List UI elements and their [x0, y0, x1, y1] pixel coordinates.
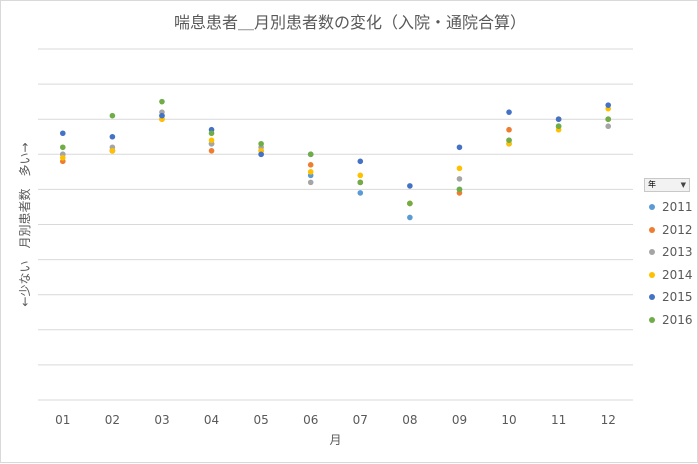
data-point-2016-02 [109, 112, 116, 119]
legend-item-2016: 2016 [644, 309, 696, 332]
data-point-2016-03 [159, 98, 165, 105]
legend-marker [649, 316, 655, 323]
data-point-2015-05 [258, 151, 264, 158]
x-tick-label: 11 [551, 413, 566, 427]
data-point-2016-08 [407, 200, 413, 207]
legend-marker [649, 294, 655, 301]
x-tick-label: 03 [154, 413, 169, 427]
data-point-2013-09 [456, 176, 463, 182]
chart-title: 喘息患者＿月別患者数の変化（入院・通院合算） [173, 13, 526, 32]
legend-item-2015: 2015 [644, 286, 696, 309]
legend-label: 2014 [662, 267, 693, 282]
legend-label: 2015 [662, 290, 693, 305]
data-point-2011-08 [407, 214, 413, 221]
data-point-2015-10 [506, 109, 512, 115]
data-point-2016-07 [357, 179, 364, 186]
x-tick-label: 06 [303, 413, 318, 427]
legend-marker [649, 249, 655, 256]
data-point-2016-12 [605, 116, 612, 122]
legend-item-2011: 2011 [644, 196, 696, 219]
data-points [59, 98, 612, 221]
data-point-2012-10 [506, 126, 512, 133]
data-point-2016-01 [59, 144, 66, 151]
x-tick-label: 12 [601, 413, 616, 427]
data-point-2012-04 [208, 147, 215, 154]
data-point-2016-11 [555, 123, 562, 130]
data-point-2015-12 [605, 102, 612, 108]
legend-item-2014: 2014 [644, 264, 696, 287]
x-axis-ticks: 01 02 03 04 05 06 07 08 09 10 11 12 [55, 413, 616, 427]
legend-label: 2016 [662, 312, 693, 327]
legend-marker [649, 226, 655, 233]
x-tick-label: 09 [452, 413, 467, 427]
data-point-2012-06 [307, 162, 314, 168]
legend-filter-label: 年 [648, 180, 656, 189]
legend-items: 2011 2012 2013 2014 2015 2016 [644, 196, 696, 331]
legend-label: 2011 [662, 200, 693, 215]
x-tick-label: 10 [501, 413, 516, 427]
data-point-2016-10 [506, 137, 512, 144]
y-axis-title: ←少ない 月別患者数 多い→ [17, 142, 32, 306]
legend-marker [649, 204, 655, 211]
x-tick-label: 07 [353, 413, 368, 427]
data-point-2015-08 [407, 183, 413, 189]
data-point-2013-12 [605, 123, 612, 130]
legend-marker [649, 271, 655, 278]
data-point-2015-02 [109, 133, 116, 140]
data-point-2016-09 [456, 186, 463, 193]
data-point-2015-01 [59, 130, 66, 137]
x-tick-label: 08 [402, 413, 417, 427]
gridlines [38, 48, 633, 401]
data-point-2015-07 [357, 158, 364, 165]
data-point-2015-11 [555, 116, 562, 122]
data-point-2014-09 [456, 165, 463, 172]
data-point-2011-07 [357, 190, 364, 196]
data-point-2016-05 [258, 140, 264, 147]
chevron-down-icon: ▼ [680, 181, 686, 189]
legend-item-2013: 2013 [644, 241, 696, 264]
data-point-2014-01 [59, 155, 66, 161]
data-point-2013-06 [307, 179, 314, 186]
x-tick-label: 01 [55, 413, 70, 427]
x-tick-label: 04 [204, 413, 219, 427]
data-point-2016-04 [208, 130, 215, 137]
legend-label: 2013 [662, 245, 693, 260]
data-point-2014-04 [208, 137, 215, 144]
legend: 年 ▼ 2011 2012 2013 2014 2015 2016 [644, 178, 696, 331]
x-tick-label: 05 [253, 413, 268, 427]
data-point-2014-06 [307, 169, 314, 175]
legend-item-2012: 2012 [644, 219, 696, 242]
data-point-2014-07 [357, 172, 364, 179]
data-point-2015-03 [159, 112, 165, 119]
data-point-2015-09 [456, 144, 463, 151]
legend-label: 2012 [662, 222, 693, 237]
data-point-2014-02 [109, 147, 116, 154]
legend-filter-button[interactable]: 年 ▼ [644, 178, 690, 192]
x-tick-label: 02 [105, 413, 120, 427]
data-point-2016-06 [307, 151, 314, 158]
x-axis-title: 月 [329, 433, 341, 447]
